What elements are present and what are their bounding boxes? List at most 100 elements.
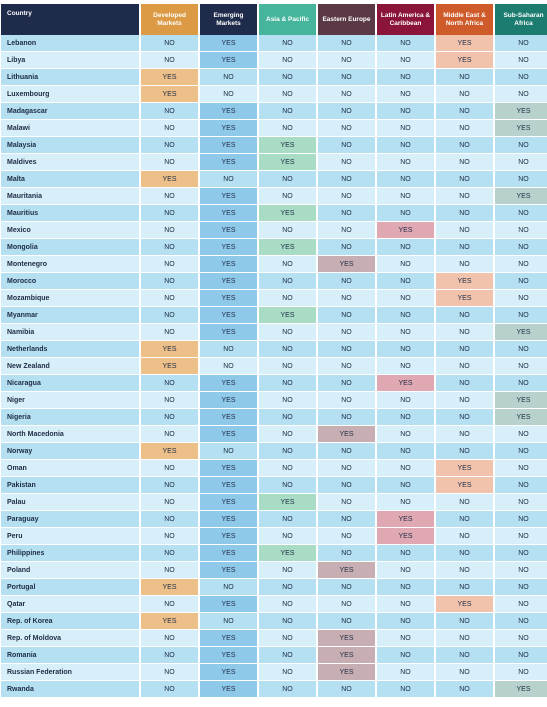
header-sub-saharan-africa: Sub-Saharan Africa bbox=[495, 4, 547, 35]
country-name: Mexico bbox=[1, 222, 139, 239]
cell-mena: NO bbox=[436, 256, 493, 273]
country-name: Maldives bbox=[1, 154, 139, 171]
cell-eastern: YES bbox=[318, 630, 375, 647]
cell-eastern: NO bbox=[318, 613, 375, 630]
cell-emerging: YES bbox=[200, 188, 257, 205]
cell-eastern: NO bbox=[318, 239, 375, 256]
country-name: Malawi bbox=[1, 120, 139, 137]
cell-mena: NO bbox=[436, 171, 493, 188]
cell-emerging: YES bbox=[200, 154, 257, 171]
cell-latam: YES bbox=[377, 528, 434, 545]
cell-asia: NO bbox=[259, 647, 316, 664]
cell-eastern: NO bbox=[318, 154, 375, 171]
cell-asia: YES bbox=[259, 494, 316, 511]
cell-latam: YES bbox=[377, 511, 434, 528]
cell-developed: NO bbox=[141, 460, 198, 477]
cell-latam: NO bbox=[377, 613, 434, 630]
cell-emerging: YES bbox=[200, 460, 257, 477]
cell-ssa: NO bbox=[495, 154, 547, 171]
cell-emerging: YES bbox=[200, 681, 257, 698]
cell-latam: NO bbox=[377, 120, 434, 137]
cell-asia: NO bbox=[259, 664, 316, 681]
cell-mena: YES bbox=[436, 290, 493, 307]
cell-asia: NO bbox=[259, 222, 316, 239]
cell-ssa: NO bbox=[495, 647, 547, 664]
cell-eastern: NO bbox=[318, 35, 375, 52]
cell-eastern: NO bbox=[318, 545, 375, 562]
cell-asia: NO bbox=[259, 341, 316, 358]
cell-asia: NO bbox=[259, 477, 316, 494]
cell-ssa: NO bbox=[495, 256, 547, 273]
cell-emerging: NO bbox=[200, 69, 257, 86]
cell-asia: NO bbox=[259, 460, 316, 477]
country-name: Russian Federation bbox=[1, 664, 139, 681]
cell-asia: NO bbox=[259, 69, 316, 86]
country-name: Pakistan bbox=[1, 477, 139, 494]
cell-mena: NO bbox=[436, 562, 493, 579]
cell-eastern: NO bbox=[318, 137, 375, 154]
cell-asia: NO bbox=[259, 120, 316, 137]
cell-ssa: NO bbox=[495, 341, 547, 358]
cell-developed: NO bbox=[141, 103, 198, 120]
cell-emerging: YES bbox=[200, 426, 257, 443]
cell-latam: NO bbox=[377, 137, 434, 154]
cell-mena: NO bbox=[436, 545, 493, 562]
cell-latam: NO bbox=[377, 86, 434, 103]
cell-developed: YES bbox=[141, 579, 198, 596]
cell-developed: NO bbox=[141, 205, 198, 222]
cell-latam: NO bbox=[377, 392, 434, 409]
cell-ssa: NO bbox=[495, 307, 547, 324]
country-name: Montenegro bbox=[1, 256, 139, 273]
cell-latam: NO bbox=[377, 69, 434, 86]
cell-mena: NO bbox=[436, 647, 493, 664]
cell-emerging: YES bbox=[200, 222, 257, 239]
cell-asia: NO bbox=[259, 528, 316, 545]
cell-ssa: NO bbox=[495, 494, 547, 511]
cell-developed: NO bbox=[141, 239, 198, 256]
cell-asia: NO bbox=[259, 103, 316, 120]
cell-developed: NO bbox=[141, 528, 198, 545]
cell-ssa: YES bbox=[495, 120, 547, 137]
cell-emerging: YES bbox=[200, 256, 257, 273]
cell-emerging: YES bbox=[200, 664, 257, 681]
cell-asia: NO bbox=[259, 613, 316, 630]
cell-asia: NO bbox=[259, 273, 316, 290]
country-classification-table: Country Developed Markets Emerging Marke… bbox=[1, 4, 547, 698]
cell-developed: NO bbox=[141, 222, 198, 239]
cell-developed: NO bbox=[141, 137, 198, 154]
cell-emerging: YES bbox=[200, 409, 257, 426]
cell-developed: NO bbox=[141, 307, 198, 324]
cell-latam: NO bbox=[377, 171, 434, 188]
cell-mena: NO bbox=[436, 222, 493, 239]
cell-mena: NO bbox=[436, 613, 493, 630]
cell-developed: NO bbox=[141, 52, 198, 69]
cell-eastern: NO bbox=[318, 188, 375, 205]
cell-latam: YES bbox=[377, 222, 434, 239]
cell-asia: NO bbox=[259, 579, 316, 596]
cell-eastern: NO bbox=[318, 596, 375, 613]
cell-latam: NO bbox=[377, 154, 434, 171]
cell-ssa: NO bbox=[495, 426, 547, 443]
cell-ssa: NO bbox=[495, 69, 547, 86]
country-name: Mauritius bbox=[1, 205, 139, 222]
cell-emerging: YES bbox=[200, 307, 257, 324]
cell-developed: NO bbox=[141, 545, 198, 562]
cell-latam: NO bbox=[377, 460, 434, 477]
cell-eastern: NO bbox=[318, 460, 375, 477]
cell-mena: YES bbox=[436, 273, 493, 290]
header-eastern-europe: Eastern Europe bbox=[318, 4, 375, 35]
cell-mena: NO bbox=[436, 443, 493, 460]
header-developed-markets: Developed Markets bbox=[141, 4, 198, 35]
cell-latam: NO bbox=[377, 579, 434, 596]
country-name: Lebanon bbox=[1, 35, 139, 52]
cell-emerging: YES bbox=[200, 137, 257, 154]
cell-ssa: NO bbox=[495, 664, 547, 681]
cell-ssa: YES bbox=[495, 103, 547, 120]
cell-ssa: NO bbox=[495, 205, 547, 222]
cell-asia: NO bbox=[259, 375, 316, 392]
cell-asia: YES bbox=[259, 205, 316, 222]
cell-emerging: NO bbox=[200, 341, 257, 358]
country-name: Nigeria bbox=[1, 409, 139, 426]
country-name: Mozambique bbox=[1, 290, 139, 307]
cell-developed: NO bbox=[141, 596, 198, 613]
